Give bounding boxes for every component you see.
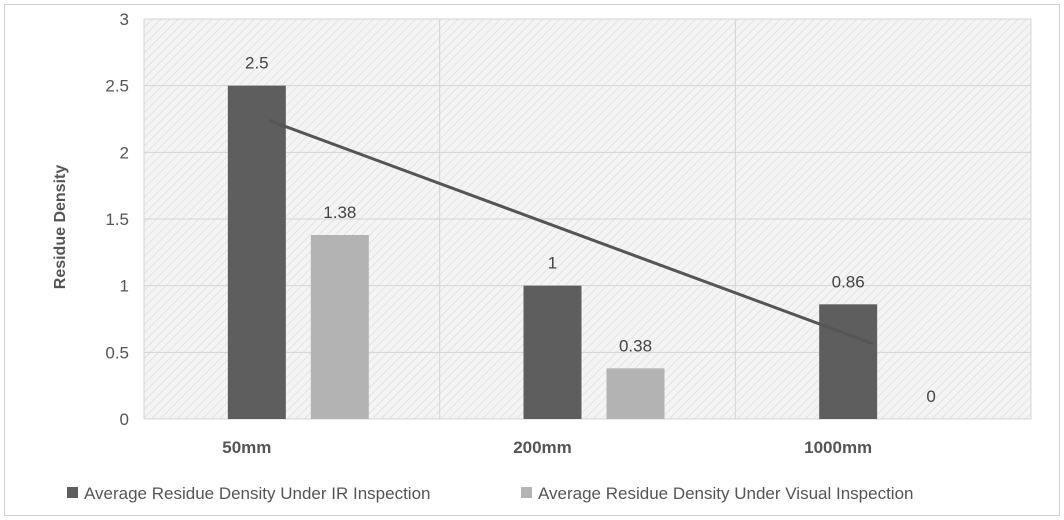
x-category-label: 1000mm <box>804 438 872 457</box>
y-tick-label: 1.5 <box>105 210 129 229</box>
trendline-group <box>268 118 874 346</box>
data-label: 0 <box>926 387 935 406</box>
y-tick-label: 1 <box>120 277 129 296</box>
bar-chart: 0 0.5 1 1.5 2 2.5 3 2.5 1 0.86 1.38 0.38 0 50mm 200mm 1… <box>52 10 1032 503</box>
x-category-label: 200mm <box>513 438 572 457</box>
bar-series-1 <box>227 85 286 420</box>
data-label: 1 <box>548 254 557 273</box>
legend-label: Average Residue Density Under IR Inspect… <box>84 484 430 503</box>
legend-label: Average Residue Density Under Visual Ins… <box>538 484 913 503</box>
data-label: 0.38 <box>619 336 652 355</box>
y-tick-label: 0 <box>120 410 129 429</box>
legend-swatch <box>521 487 532 498</box>
bar-series-2 <box>310 235 369 419</box>
bar-series-1 <box>523 285 582 419</box>
y-tick-label: 2 <box>120 143 129 162</box>
bars <box>227 85 878 420</box>
legend: Average Residue Density Under IR Inspect… <box>67 484 913 503</box>
data-label: 1.38 <box>323 203 356 222</box>
legend-swatch <box>67 487 78 498</box>
x-category-label: 50mm <box>222 438 271 457</box>
bar-series-2 <box>606 368 665 419</box>
gridlines <box>143 18 1032 420</box>
chart-frame: 0 0.5 1 1.5 2 2.5 3 2.5 1 0.86 1.38 0.38 0 50mm 200mm 1… <box>4 4 1060 516</box>
data-label: 2.5 <box>245 54 269 73</box>
labels: 0 0.5 1 1.5 2 2.5 3 2.5 1 0.86 1.38 0.38 0 50mm 200mm 1… <box>105 10 936 457</box>
data-label: 0.86 <box>832 272 865 291</box>
y-tick-label: 0.5 <box>105 343 129 362</box>
y-tick-label: 3 <box>120 10 129 29</box>
y-tick-label: 2.5 <box>105 77 129 96</box>
y-axis-title: Residue Density <box>52 165 69 290</box>
trendline <box>268 118 874 346</box>
bar-series-1 <box>819 304 878 419</box>
